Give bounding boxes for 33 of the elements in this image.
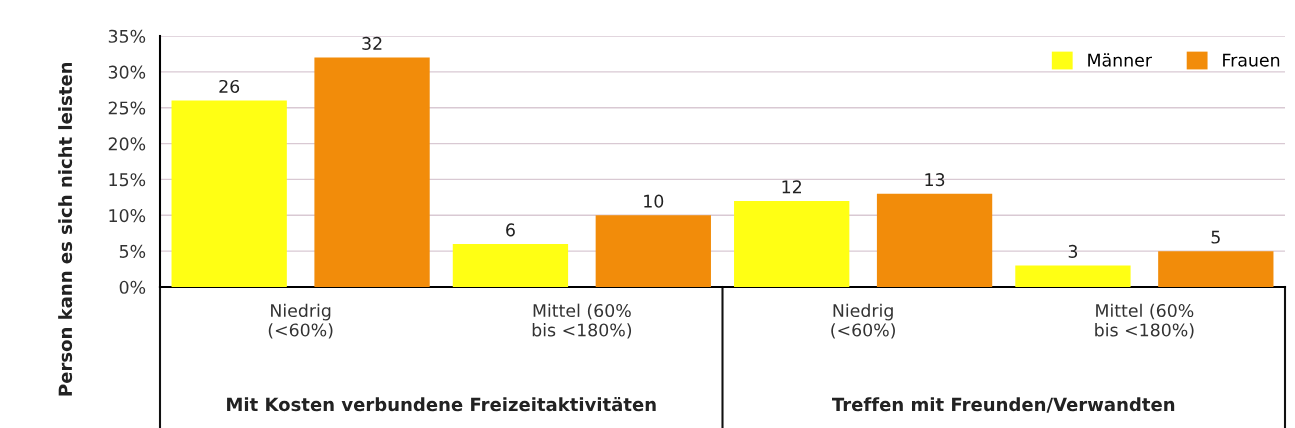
y-tick-label: 0% (119, 280, 146, 294)
legend-label: Männer (1088, 53, 1152, 67)
legend-label: Frauen (1223, 53, 1280, 67)
bar (734, 200, 850, 287)
y-axis-title: Person kann es sich nicht leisten (58, 62, 73, 396)
data-label: 32 (362, 36, 382, 50)
y-tick-label: 20% (108, 137, 146, 151)
bar (876, 193, 993, 287)
x-tick-label: Mittel (60% bis <180%) (532, 303, 632, 339)
y-tick-label: 25% (108, 101, 146, 115)
bar (314, 57, 430, 287)
data-label: 3 (1068, 244, 1078, 258)
y-tick-label: 10% (109, 209, 146, 223)
y-tick-label: 30% (108, 65, 146, 79)
data-label: 6 (506, 223, 515, 237)
text: Mit Kosten verbundene Freizeitaktivitäten (227, 397, 656, 412)
data-label: 12 (782, 180, 801, 194)
text: Treffen mit Freunden/Verwandten (832, 397, 1175, 413)
x-tick-label: Mittel (60% bis <180%) (1095, 303, 1194, 339)
bar (452, 243, 569, 287)
data-label: 10 (644, 194, 664, 208)
bar (171, 100, 287, 287)
bar (1015, 265, 1131, 287)
y-tick-label: 35% (108, 29, 146, 43)
y-tick-label: 15% (109, 173, 146, 187)
bar (1158, 251, 1274, 287)
data-label: 5 (1211, 230, 1220, 244)
x-tick-label: Niedrig (<60%) (268, 303, 333, 339)
bar (595, 215, 711, 287)
x-tick-label: Niedrig (<60%) (831, 303, 895, 339)
data-label: 26 (219, 79, 240, 94)
y-tick-label: 5% (119, 244, 146, 258)
data-label: 13 (925, 173, 945, 187)
